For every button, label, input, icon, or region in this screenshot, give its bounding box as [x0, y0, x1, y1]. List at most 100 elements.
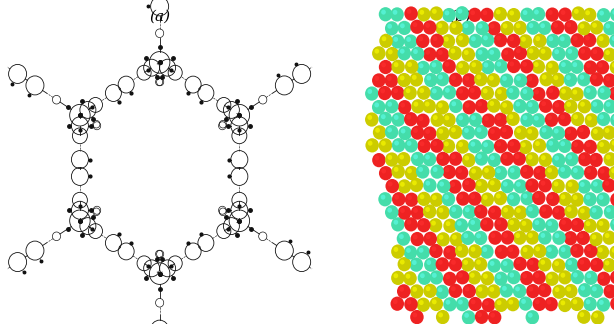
Circle shape	[521, 142, 526, 147]
Circle shape	[435, 285, 449, 299]
Circle shape	[554, 181, 558, 186]
Circle shape	[548, 141, 553, 146]
Circle shape	[610, 113, 614, 127]
Circle shape	[431, 221, 436, 226]
Circle shape	[381, 63, 386, 67]
Circle shape	[458, 299, 463, 305]
Circle shape	[572, 89, 577, 95]
Circle shape	[597, 166, 611, 180]
Circle shape	[527, 76, 532, 81]
Circle shape	[532, 218, 546, 232]
Circle shape	[387, 155, 392, 160]
Circle shape	[432, 9, 437, 14]
Circle shape	[513, 21, 527, 35]
Circle shape	[519, 34, 532, 49]
Circle shape	[412, 180, 417, 185]
Circle shape	[597, 140, 610, 154]
Circle shape	[605, 50, 610, 55]
Circle shape	[533, 139, 546, 153]
Circle shape	[436, 310, 449, 324]
Circle shape	[545, 113, 558, 127]
Circle shape	[474, 231, 488, 245]
Circle shape	[488, 258, 501, 272]
Circle shape	[469, 166, 483, 180]
Circle shape	[597, 272, 610, 286]
Circle shape	[441, 192, 455, 206]
Circle shape	[541, 155, 546, 160]
Circle shape	[491, 208, 495, 213]
Circle shape	[516, 208, 521, 213]
Circle shape	[443, 245, 457, 260]
Circle shape	[494, 7, 507, 21]
Circle shape	[432, 88, 437, 93]
Circle shape	[464, 156, 469, 160]
Circle shape	[589, 232, 603, 246]
Circle shape	[538, 21, 551, 35]
Circle shape	[410, 258, 423, 272]
Circle shape	[484, 301, 489, 306]
Circle shape	[532, 270, 546, 284]
Circle shape	[470, 220, 475, 225]
Circle shape	[510, 141, 514, 146]
Circle shape	[507, 139, 521, 153]
Circle shape	[496, 142, 501, 146]
Circle shape	[596, 218, 610, 233]
Circle shape	[551, 20, 564, 35]
Circle shape	[586, 88, 591, 93]
Circle shape	[449, 21, 463, 35]
Circle shape	[612, 220, 614, 225]
Circle shape	[554, 287, 559, 292]
Circle shape	[570, 218, 584, 232]
Circle shape	[570, 165, 584, 179]
Circle shape	[544, 297, 558, 311]
Circle shape	[490, 261, 494, 266]
Circle shape	[494, 217, 508, 232]
Circle shape	[405, 192, 418, 207]
Circle shape	[561, 194, 565, 199]
Circle shape	[551, 73, 565, 87]
Circle shape	[532, 191, 546, 205]
Circle shape	[456, 191, 470, 206]
Circle shape	[523, 194, 527, 199]
Circle shape	[548, 274, 553, 279]
Circle shape	[545, 7, 559, 22]
Circle shape	[446, 221, 451, 226]
Circle shape	[470, 194, 475, 199]
Circle shape	[503, 233, 508, 238]
Circle shape	[474, 204, 488, 219]
Circle shape	[432, 246, 437, 251]
Circle shape	[519, 218, 533, 233]
Circle shape	[404, 6, 418, 21]
Circle shape	[381, 195, 386, 200]
Circle shape	[532, 7, 545, 21]
Circle shape	[604, 284, 614, 298]
Circle shape	[540, 233, 545, 238]
Circle shape	[509, 220, 514, 225]
Circle shape	[475, 310, 488, 324]
Circle shape	[539, 125, 553, 139]
Circle shape	[477, 181, 481, 186]
Circle shape	[468, 244, 482, 259]
Circle shape	[365, 138, 379, 153]
Circle shape	[451, 154, 456, 159]
Circle shape	[416, 245, 430, 260]
Circle shape	[593, 102, 597, 107]
Circle shape	[430, 165, 444, 179]
Circle shape	[500, 21, 514, 35]
Circle shape	[451, 182, 455, 187]
Circle shape	[406, 141, 411, 146]
Circle shape	[481, 192, 494, 207]
Circle shape	[529, 260, 534, 265]
Circle shape	[611, 168, 614, 173]
Circle shape	[457, 168, 462, 173]
Circle shape	[526, 204, 539, 218]
Circle shape	[418, 271, 431, 285]
Circle shape	[535, 273, 539, 278]
Circle shape	[475, 151, 488, 166]
Circle shape	[462, 284, 476, 298]
Circle shape	[589, 284, 603, 298]
Circle shape	[418, 36, 423, 41]
Circle shape	[481, 113, 495, 128]
Circle shape	[437, 179, 451, 193]
Circle shape	[472, 62, 476, 67]
